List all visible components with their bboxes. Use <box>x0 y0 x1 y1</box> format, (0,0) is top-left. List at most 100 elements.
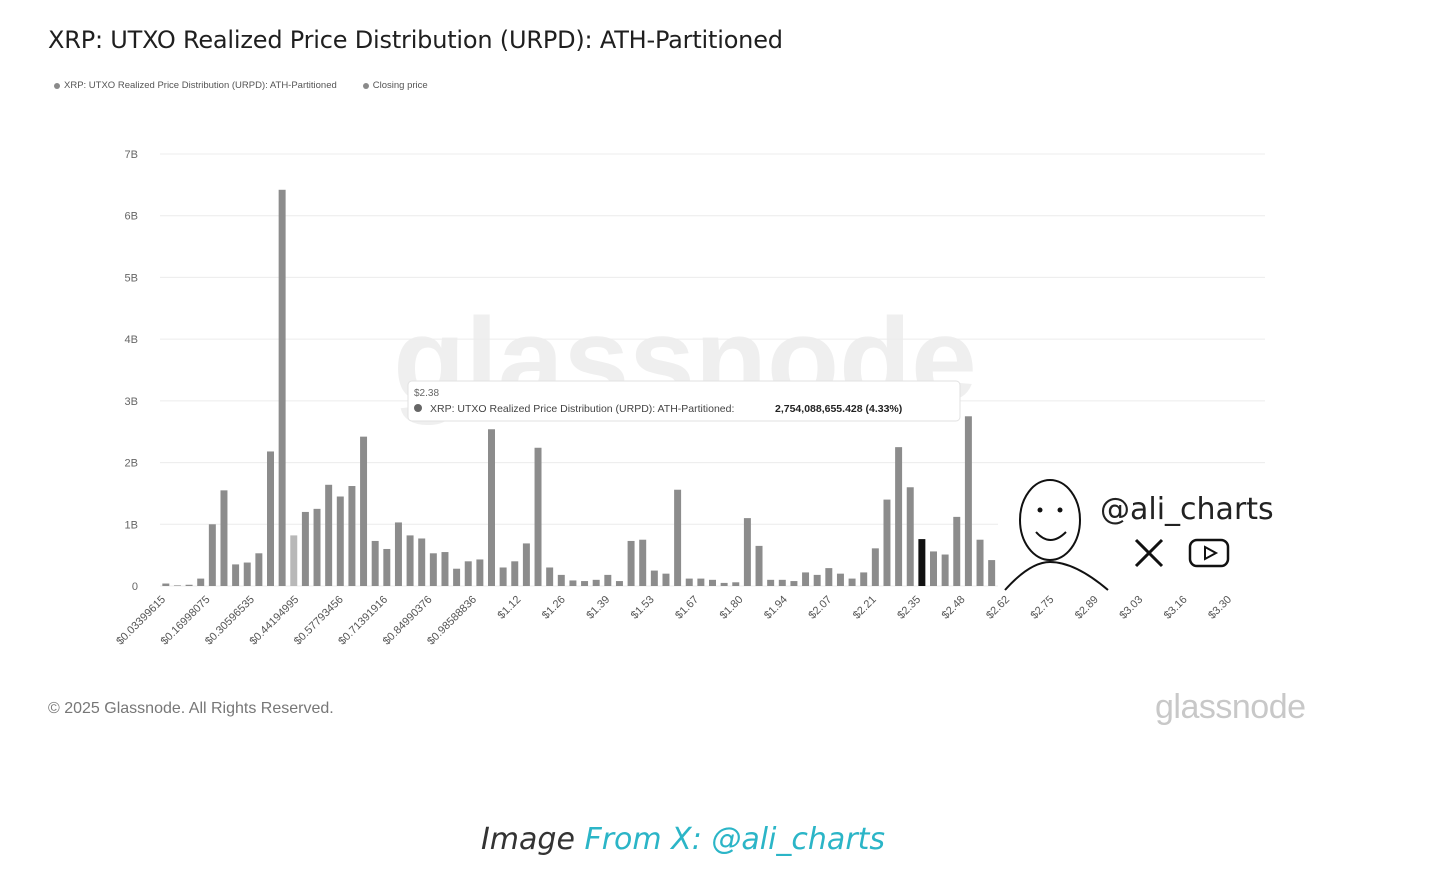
bar <box>662 573 670 586</box>
bar <box>895 447 903 586</box>
legend-label-closing-price: Closing price <box>372 80 428 91</box>
bar <box>220 490 228 586</box>
x-tick-label: $3.30 <box>1206 594 1234 622</box>
x-tick-label: $3.16 <box>1162 594 1190 622</box>
bar <box>743 518 751 586</box>
legend-item-urpd[interactable]: XRP: UTXO Realized Price Distribution (U… <box>54 80 337 91</box>
bar <box>883 499 891 586</box>
bar <box>394 522 402 586</box>
bar <box>360 436 368 586</box>
bar <box>499 567 507 586</box>
x-tick-label: $1.94 <box>762 594 790 622</box>
bar <box>848 578 856 586</box>
bar <box>906 487 914 586</box>
y-tick-label: 4B <box>125 334 138 346</box>
bar <box>278 189 286 586</box>
x-tick-label: $2.35 <box>895 594 923 622</box>
ali-charts-handle: @ali_charts <box>1100 492 1274 527</box>
bar <box>522 543 530 586</box>
legend-dot-icon <box>362 82 369 89</box>
ali-charts-overlay <box>998 470 1268 591</box>
avatar-face-icon <box>1019 479 1081 561</box>
bar <box>802 572 810 586</box>
avatar-shoulders-icon <box>1004 560 1109 591</box>
bar <box>860 572 868 586</box>
avatar-smile-icon <box>1035 531 1067 541</box>
bar <box>732 582 740 586</box>
y-tick-label: 5B <box>125 272 138 284</box>
bar <box>488 429 495 586</box>
tooltip-value: 2,754,088,655.428 (4.33%) <box>775 403 902 415</box>
bar <box>162 583 170 586</box>
image-caption: Image From X: @ali_charts <box>0 822 1366 857</box>
bar <box>336 496 344 586</box>
bar <box>429 553 437 586</box>
tooltip-label: $2.38 <box>414 388 439 399</box>
bar <box>290 535 298 586</box>
x-tick-label: $1.12 <box>496 594 524 622</box>
youtube-icon <box>1188 538 1230 568</box>
x-tick-label: $2.62 <box>984 594 1012 622</box>
x-tick-label: $1.26 <box>540 594 568 622</box>
y-tick-label: 6B <box>125 211 138 223</box>
glassnode-logo: glassnode <box>1155 688 1306 726</box>
bar <box>173 585 181 586</box>
legend-label-urpd: XRP: UTXO Realized Price Distribution (U… <box>64 80 337 91</box>
bar <box>639 539 647 586</box>
tooltip-dot-icon <box>414 404 422 412</box>
bar <box>569 580 577 586</box>
legend-item-closing-price[interactable]: Closing price <box>362 80 428 91</box>
x-tick-label: $3.03 <box>1117 594 1145 622</box>
bar <box>371 540 379 586</box>
youtube-play-icon <box>1204 545 1219 561</box>
bar <box>546 567 554 586</box>
tooltip-box <box>407 380 961 422</box>
bar <box>453 568 461 586</box>
x-tick-label: $1.53 <box>629 594 657 622</box>
x-tick-label: $2.48 <box>940 594 968 622</box>
caption-source-link[interactable]: From X: @ali_charts <box>584 822 886 857</box>
bar <box>709 579 716 586</box>
bar <box>720 582 728 586</box>
bar <box>208 524 216 586</box>
bar <box>627 540 635 586</box>
avatar-eye-icon <box>1057 507 1063 513</box>
bar <box>348 486 356 586</box>
x-tick-label: $1.39 <box>584 594 612 622</box>
bar <box>767 579 775 586</box>
avatar-eye-icon <box>1037 507 1043 513</box>
bar <box>301 511 309 586</box>
y-tick-label: 0 <box>132 581 138 593</box>
bar <box>197 578 205 586</box>
bar <box>918 539 926 586</box>
bar <box>464 561 472 586</box>
bar <box>930 551 937 586</box>
bar <box>441 552 449 586</box>
bar <box>476 559 484 586</box>
x-tick-label: $1.80 <box>718 594 746 622</box>
bar <box>232 564 240 586</box>
chart-title: XRP: UTXO Realized Price Distribution (U… <box>48 26 783 54</box>
y-tick-label: 7B <box>125 149 138 161</box>
chart-tooltip: $2.38 XRP: UTXO Realized Price Distributi… <box>407 380 961 422</box>
bar <box>813 574 821 586</box>
y-tick-label: 1B <box>125 519 138 531</box>
urpd-bar-chart: glassnode7B6B5B4B3B2B1B0$0.03399615$0.16… <box>114 149 1268 648</box>
bar <box>755 545 763 586</box>
bar <box>836 573 844 586</box>
y-tick-label: 3B <box>125 396 138 408</box>
bar <box>243 562 251 586</box>
x-tick-label: $1.67 <box>673 594 701 622</box>
y-tick-label: 2B <box>125 458 138 470</box>
bar <box>790 581 798 586</box>
bar <box>406 535 414 586</box>
x-tick-label: $2.07 <box>806 594 834 622</box>
copyright-text: © 2025 Glassnode. All Rights Reserved. <box>48 700 334 717</box>
bar <box>418 538 426 586</box>
bar <box>185 584 193 586</box>
x-tick-label: $2.89 <box>1073 594 1101 622</box>
bar <box>615 581 623 586</box>
bar <box>313 508 321 586</box>
bar <box>953 516 961 586</box>
x-tick-label: $2.21 <box>851 594 879 622</box>
